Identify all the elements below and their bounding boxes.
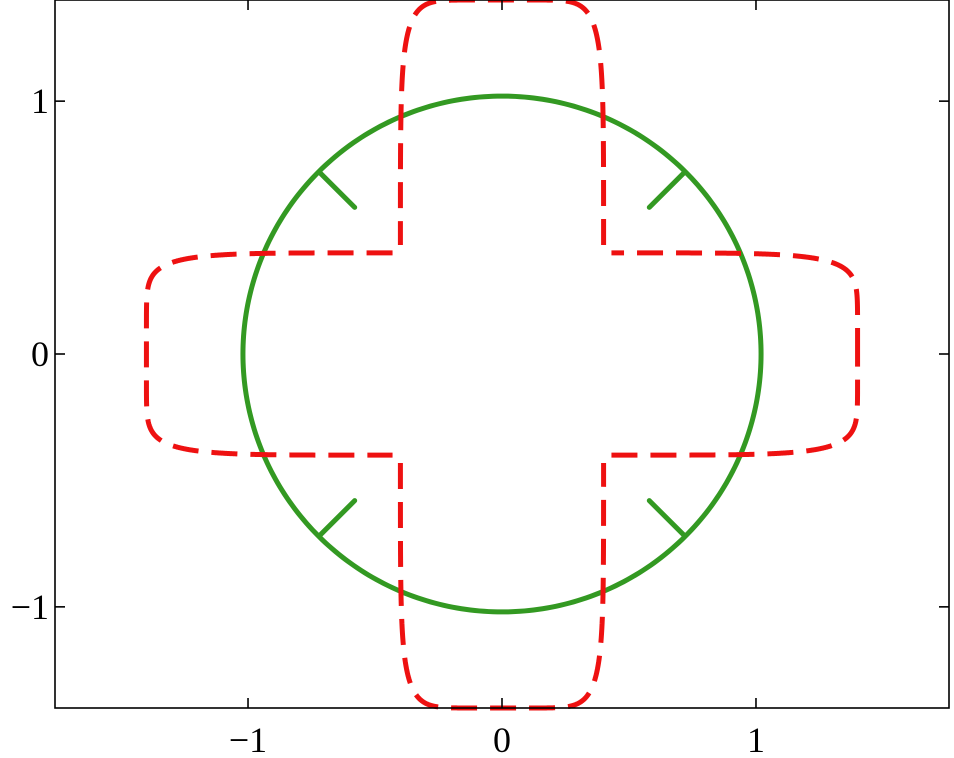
- axes-frame: [54, 0, 950, 709]
- series-circle-line: [240, 93, 764, 615]
- series-circle-tick-mark-2: [646, 169, 688, 210]
- x-tick-label: −1: [229, 720, 267, 758]
- series-circle-tick-mark-3: [316, 498, 358, 539]
- series-circle-tick-mark-1: [316, 169, 358, 210]
- x-tick-label: 0: [493, 720, 511, 758]
- axis-ticks: [55, 0, 949, 708]
- y-tick-label: 1: [31, 81, 49, 121]
- y-tick-label: −1: [11, 587, 49, 627]
- series-cross-line-horizontal: [143, 250, 861, 458]
- y-tick-label: 0: [31, 334, 49, 374]
- x-tick-label: 1: [747, 720, 765, 758]
- plot-area: [143, 0, 861, 711]
- axis-tick-labels: −1 0 1 −1 0 1: [11, 81, 765, 758]
- series-circle-tick-mark-4: [646, 498, 688, 539]
